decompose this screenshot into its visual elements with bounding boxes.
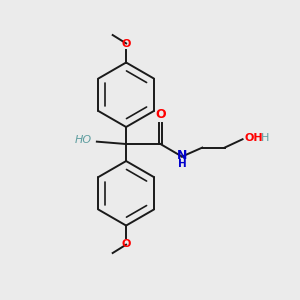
- Text: H: H: [261, 133, 269, 143]
- Text: O: O: [155, 108, 166, 121]
- Text: OH: OH: [245, 133, 264, 143]
- Text: H: H: [178, 159, 187, 169]
- Text: HO: HO: [75, 135, 92, 146]
- Text: O: O: [122, 39, 131, 49]
- Text: N: N: [177, 149, 188, 162]
- Text: O: O: [122, 239, 131, 249]
